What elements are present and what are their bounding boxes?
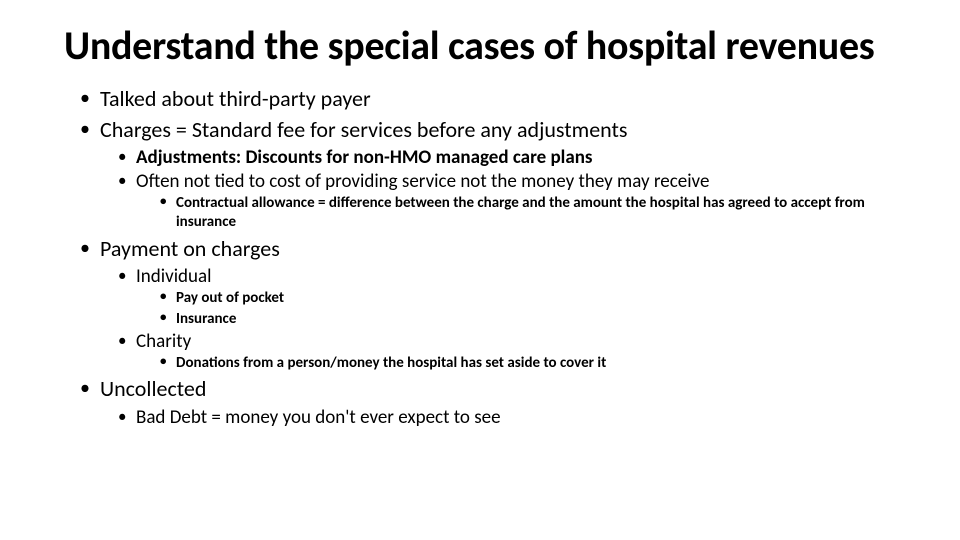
bullet-list: Talked about third-party payer Charges =… (64, 85, 896, 430)
slide-title: Understand the special cases of hospital… (64, 24, 896, 67)
list-item: Individual (136, 265, 896, 289)
list-item: Contractual allowance = difference betwe… (176, 194, 896, 233)
list-item: Pay out of pocket (176, 289, 896, 309)
list-item: Often not tied to cost of providing serv… (136, 170, 896, 194)
list-item: Charity (136, 330, 896, 354)
list-item: Uncollected (100, 375, 896, 404)
list-item: Donations from a person/money the hospit… (176, 354, 896, 374)
list-item-label: Adjustments: Discounts for non-HMO manag… (136, 146, 592, 169)
list-item: Bad Debt = money you don't ever expect t… (136, 406, 896, 430)
list-item: Insurance (176, 310, 896, 330)
list-item: Charges = Standard fee for services befo… (100, 116, 896, 145)
list-item: Adjustments: Discounts for non-HMO manag… (136, 146, 896, 170)
list-item: Payment on charges (100, 235, 896, 264)
list-item: Talked about third-party payer (100, 85, 896, 114)
slide: Understand the special cases of hospital… (0, 0, 960, 454)
